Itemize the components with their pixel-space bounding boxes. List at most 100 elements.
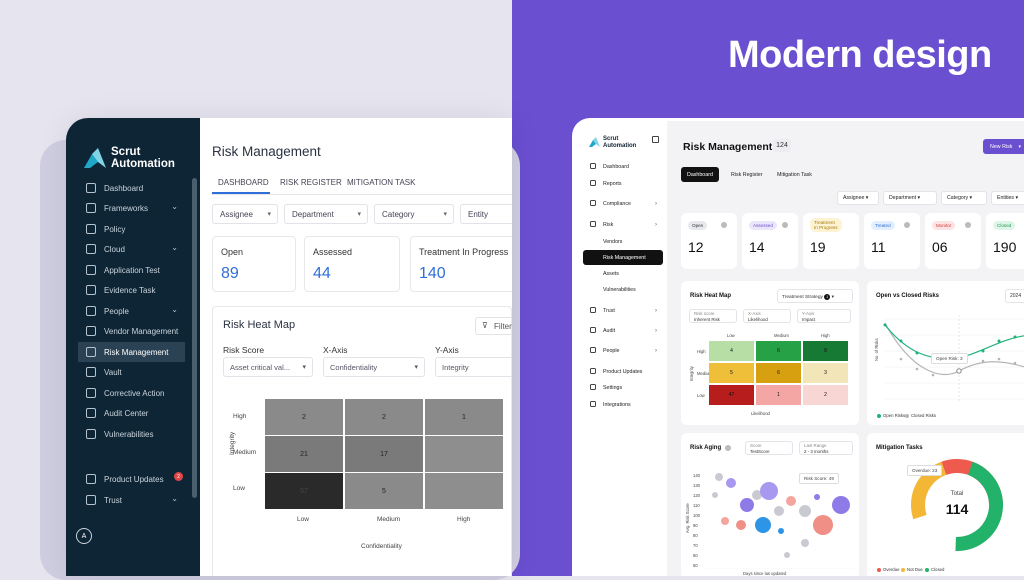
category-filter[interactable]: Category ▾	[941, 191, 987, 205]
heatmap-panel: Risk Heat Map ⊽ Filter Risk Score X-Axis …	[212, 306, 512, 576]
heatmap-cell[interactable]: 17	[345, 436, 423, 472]
heatmap-cell[interactable]: 4	[709, 341, 754, 361]
status-card-monitor[interactable]: Monitor 06	[925, 213, 981, 269]
audit-icon	[590, 327, 596, 333]
sidebar-item-vulnerabilities[interactable]: Vulnerabilities	[603, 286, 636, 293]
sidebar-item-vendor-management[interactable]: Vendor Management	[66, 321, 200, 341]
audit-center-icon	[86, 408, 96, 418]
mitigation-tasks-panel: Mitigation Tasks Total 114 Overdue: 23 O…	[867, 433, 1024, 576]
sidebar-item-risk[interactable]: Risk ›	[583, 217, 663, 232]
compliance-icon	[590, 200, 596, 206]
entity-filter[interactable]: Entity	[460, 204, 512, 224]
risk-score-select[interactable]: Asset critical val... ▾	[223, 357, 313, 377]
score-select[interactable]: Score TestScore	[745, 441, 793, 455]
department-filter[interactable]: Department ▾	[284, 204, 368, 224]
collapse-sidebar-icon[interactable]	[652, 136, 659, 143]
sidebar-item-audit-center[interactable]: Audit Center	[66, 403, 200, 423]
assignee-filter[interactable]: Assignee ▾	[212, 204, 278, 224]
sidebar-item-risk-management[interactable]: Risk Management	[78, 342, 185, 362]
x-axis-title: Likelihood	[751, 411, 770, 416]
sidebar-item-frameworks[interactable]: Frameworks ⌄	[66, 198, 200, 218]
sidebar-item-product-updates[interactable]: Product Updates	[583, 364, 663, 379]
year-select[interactable]: 2024	[1005, 289, 1024, 303]
sidebar-item-reports[interactable]: Reports	[583, 176, 663, 191]
sidebar-item-vulnerabilities[interactable]: Vulnerabilities	[66, 424, 200, 444]
tab-dashboard[interactable]: Dashboard	[681, 167, 719, 182]
heatmap-cell[interactable]: 2	[803, 385, 848, 405]
sidebar-item-audit[interactable]: Audit ›	[583, 323, 663, 338]
status-card-open[interactable]: Open 12	[681, 213, 737, 269]
y-tick-label: 140	[693, 473, 700, 478]
status-card-assessed[interactable]: Assessed 14	[742, 213, 798, 269]
category-filter[interactable]: Category ▾	[374, 204, 454, 224]
x-axis-select[interactable]: X-Axis Likelihood	[743, 309, 791, 323]
sidebar-item-application-test[interactable]: Application Test	[66, 260, 200, 280]
treatment-strategy-select[interactable]: Treatment Strategy 1 ▾	[777, 289, 853, 303]
heatmap-cell[interactable]: 21	[265, 436, 343, 472]
heatmap-cell[interactable]: 6	[756, 363, 801, 383]
vault-icon	[86, 367, 96, 377]
sidebar-item-corrective-action[interactable]: Corrective Action	[66, 383, 200, 403]
risk-icon	[590, 221, 596, 227]
treatment-card[interactable]: Treatment In Progress 140	[410, 236, 512, 292]
tab-dashboard[interactable]: DASHBOARD	[218, 178, 269, 187]
sidebar-item-dashboard[interactable]: Dashboard	[66, 178, 200, 198]
sidebar-item-risk-management[interactable]: Risk Management	[583, 250, 663, 265]
new-risk-button[interactable]: New Risk ▾	[983, 139, 1024, 154]
heatmap-cell[interactable]: 5	[345, 473, 423, 509]
sidebar-item-vault[interactable]: Vault	[66, 362, 200, 382]
heatmap-cell[interactable]: 8	[803, 341, 848, 361]
sidebar-item-trust[interactable]: Trust ›	[583, 303, 663, 318]
entities-filter[interactable]: Entities ▾	[991, 191, 1024, 205]
tab-risk-register[interactable]: RISK REGISTER	[280, 178, 342, 187]
heatmap-cell[interactable]: 2	[265, 399, 343, 435]
sidebar-item-policy[interactable]: Policy	[66, 219, 200, 239]
assignee-filter[interactable]: Assignee ▾	[837, 191, 879, 205]
row-label: Medium	[697, 371, 712, 376]
heatmap-cell[interactable]: 5	[709, 363, 754, 383]
integrations-icon	[590, 401, 596, 407]
risk-count-badge: 124	[773, 139, 791, 152]
heatmap-cell[interactable]	[425, 473, 503, 509]
sidebar-item-assets[interactable]: Assets	[603, 270, 619, 277]
sidebar-item-trust[interactable]: Trust ⌄	[66, 490, 200, 510]
sidebar-item-product-updates[interactable]: Product Updates	[66, 469, 200, 489]
sidebar-item-compliance[interactable]: Compliance ›	[583, 196, 663, 211]
sidebar-item-people[interactable]: People ⌄	[66, 301, 200, 321]
risk-score-select[interactable]: Risk score Inherent Risk	[689, 309, 737, 323]
sidebar-item-dashboard[interactable]: Dashboard	[583, 159, 663, 174]
status-card-treated[interactable]: Treated 11	[864, 213, 920, 269]
sidebar-item-cloud[interactable]: Cloud ⌄	[66, 239, 200, 259]
tab-mitigation-task[interactable]: Mitigation Task	[777, 171, 812, 178]
sidebar-item-settings[interactable]: Settings	[583, 380, 663, 395]
open-card[interactable]: Open 89	[212, 236, 296, 292]
avatar[interactable]: A	[76, 528, 92, 544]
heatmap-cell[interactable]: 6	[756, 341, 801, 361]
heatmap-cell[interactable]: 47	[709, 385, 754, 405]
y-axis-label: Y-Axis	[435, 345, 459, 355]
y-axis-select[interactable]: Y-Axis Impact	[797, 309, 851, 323]
sidebar-item-vendors[interactable]: Vendors	[603, 238, 623, 245]
heatmap-cell[interactable]: 3	[803, 363, 848, 383]
sidebar-item-people[interactable]: People ›	[583, 343, 663, 358]
department-filter[interactable]: Department ▾	[883, 191, 937, 205]
heatmap-cell[interactable]: 57	[265, 473, 343, 509]
heatmap-cell[interactable]: 1	[756, 385, 801, 405]
x-axis-select[interactable]: Confidentiality ▾	[323, 357, 425, 377]
assessed-card[interactable]: Assessed 44	[304, 236, 400, 292]
tab-mitigation-task[interactable]: MITIGATION TASK	[347, 178, 416, 187]
filter-button[interactable]: ⊽ Filter	[475, 317, 512, 335]
sidebar-item-evidence-task[interactable]: Evidence Task	[66, 280, 200, 300]
range-select[interactable]: Last Range 2 - 3 months	[799, 441, 853, 455]
heatmap-cell[interactable]: 2	[345, 399, 423, 435]
status-card-treatment-in-progress[interactable]: Treatment In Progress 19	[803, 213, 859, 269]
chevron-down-icon: ▾	[302, 364, 306, 371]
tab-risk-register[interactable]: Risk Register	[731, 171, 763, 178]
heatmap-cell[interactable]	[425, 436, 503, 472]
heatmap-cell[interactable]: 1	[425, 399, 503, 435]
sidebar-item-integrations[interactable]: Integrations	[583, 397, 663, 412]
status-card-closed[interactable]: Closed 190	[986, 213, 1024, 269]
x-axis-title: Confidentiality	[361, 543, 402, 550]
sidebar-scrollbar[interactable]	[192, 178, 197, 498]
y-axis-select[interactable]: Integrity	[435, 357, 512, 377]
